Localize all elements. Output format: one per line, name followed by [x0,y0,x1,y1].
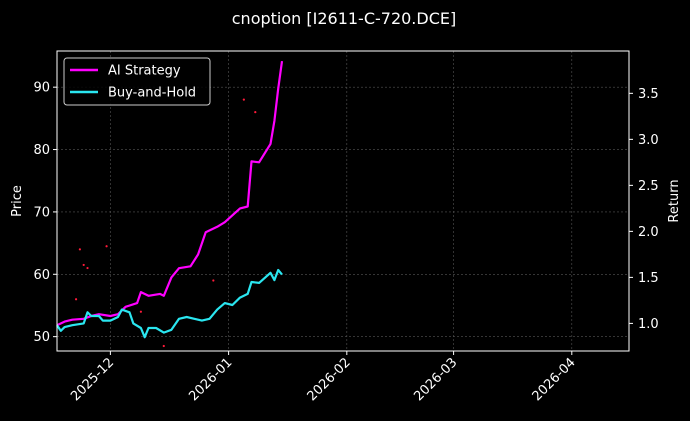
legend-label: AI Strategy [108,64,181,79]
y-right-tick-label: 3.5 [638,87,659,102]
scatter-point [74,298,78,301]
legend-box [63,57,211,106]
plot-frame [56,50,630,352]
y-right-tick-label: 3.0 [638,133,659,148]
scatter-points [74,98,257,348]
scatter-point [86,266,89,270]
y-left-tick-label: 90 [33,81,50,96]
scatter-point [105,245,108,248]
scatter-point [242,98,245,101]
y-left-tick-label: 60 [33,268,50,283]
y-left-tick-label: 80 [33,143,50,158]
legend-label: Buy-and-Hold [108,86,196,101]
y-axis-left: 50 60 70 80 90 [33,81,57,345]
y-left-tick-label: 70 [33,205,50,220]
scatter-point [82,263,85,267]
scatter-point [162,344,165,348]
y-axis-right: 1.0 1.5 2.0 2.5 3.0 3.5 [629,87,659,332]
scatter-point [78,248,81,251]
scatter-point [139,310,142,313]
y-right-tick-label: 2.0 [638,225,659,240]
legend: AI Strategy Buy-and-Hold [63,57,211,106]
chart-title: cnoption [I2611-C-720.DCE] [232,9,456,28]
y-right-tick-label: 2.5 [638,179,659,194]
y-right-tick-label: 1.5 [638,271,659,286]
scatter-point [254,111,257,114]
y-left-tick-label: 50 [33,330,50,345]
scatter-point [212,279,215,282]
y-axis-right-label: Return [667,179,682,222]
y-axis-left-label: Price [10,185,25,217]
y-right-tick-label: 1.0 [638,317,659,332]
buy-and-hold-line [56,268,283,339]
grid [57,51,629,351]
ai-strategy-line [56,60,284,327]
series-lines [56,60,284,339]
